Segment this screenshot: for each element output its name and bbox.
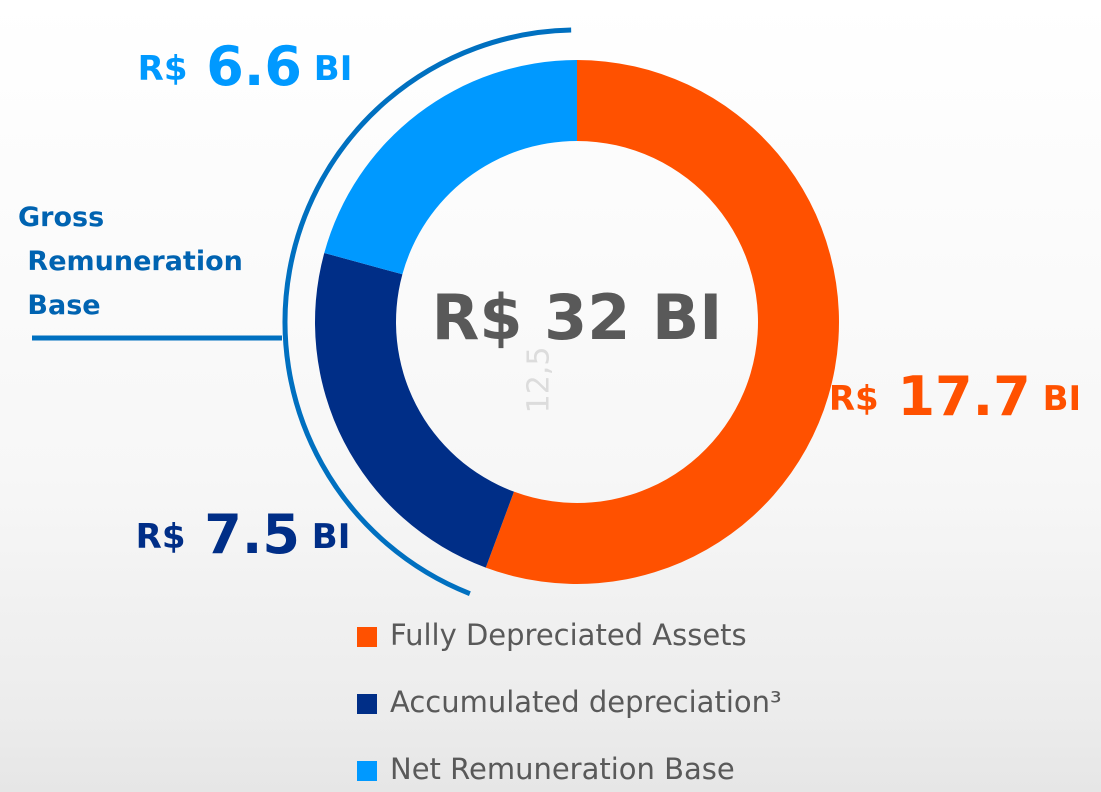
slice — [324, 60, 577, 275]
annotation-line-text: Remuneration — [18, 246, 243, 277]
center-label: R$ 32 BI — [432, 281, 723, 354]
legend-swatch — [357, 761, 377, 781]
slice — [485, 60, 839, 584]
value-label-part: 7.5 — [185, 503, 299, 566]
value-label-part: R$ — [136, 517, 186, 557]
value-label: R$ 7.5 BI — [136, 503, 351, 566]
slice — [315, 252, 514, 568]
value-label-part: R$ — [829, 379, 879, 419]
annotation: Gross Remuneration Base — [18, 202, 243, 321]
watermark: 12,5 — [522, 347, 557, 414]
annotation-line-text: Gross — [18, 202, 104, 233]
legend-swatch — [357, 694, 377, 714]
value-label-part: R$ — [138, 49, 188, 89]
annotation-line-text: Base — [18, 290, 101, 321]
legend-label: Net Remuneration Base — [390, 752, 735, 786]
value-label-part: BI — [1031, 379, 1081, 419]
legend-label: Fully Depreciated Assets — [390, 618, 747, 652]
value-label-part: BI — [302, 49, 352, 89]
annotation-arc — [282, 27, 572, 596]
legend-label: Accumulated depreciation³ — [390, 685, 782, 719]
value-label: R$ 17.7 BI — [829, 365, 1081, 428]
value-label-part: 17.7 — [879, 365, 1031, 428]
legend-swatch — [357, 627, 377, 647]
value-label-part: BI — [300, 517, 350, 557]
value-label-part: 6.6 — [187, 35, 301, 98]
value-label: R$ 6.6 BI — [138, 35, 353, 98]
